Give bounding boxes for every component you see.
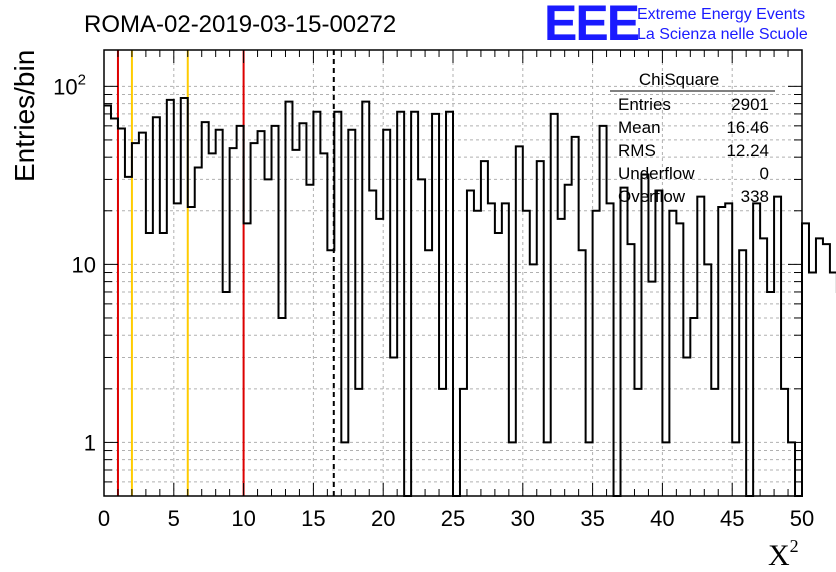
stats-row-label: Mean (618, 118, 661, 137)
stats-box: ChiSquare Entries 2901 Mean 16.46 RMS 12.24 Un… (610, 70, 775, 206)
y-axis-label: Entries/bin (9, 50, 40, 182)
x-tick-label: 35 (580, 506, 604, 531)
logo-tagline-2: La Scienza nelle Scuole (637, 26, 808, 43)
chart-title: ROMA-02-2019-03-15-00272 (84, 11, 396, 38)
x-tick-label: 20 (371, 506, 395, 531)
x-tick-label: 40 (650, 506, 674, 531)
logo-tagline-1: Extreme Energy Events (637, 6, 805, 23)
x-axis-label-superscript: 2 (790, 536, 799, 556)
stats-row-label: RMS (618, 141, 656, 160)
eee-logo-text: EEE (544, 0, 639, 51)
x-tick-label: 25 (441, 506, 465, 531)
stats-row-value: 12.24 (726, 141, 769, 160)
histogram-bars (104, 97, 836, 497)
stats-row-label: Overflow (618, 187, 686, 206)
stats-rows: Entries 2901 Mean 16.46 RMS 12.24 Underflow 0 Ov… (618, 95, 769, 206)
stats-row-label: Entries (618, 95, 671, 114)
x-tick-label: 0 (98, 506, 110, 531)
x-tick-label: 30 (511, 506, 535, 531)
x-axis-label: Χ2 (768, 536, 799, 572)
stats-row-value: 2901 (731, 95, 769, 114)
stats-title: ChiSquare (639, 70, 719, 89)
stats-row-value: 16.46 (726, 118, 769, 137)
x-tick-label: 50 (790, 506, 814, 531)
x-tick-label: 45 (720, 506, 744, 531)
eee-logo: EEE Extreme Energy Events La Scienza nel… (544, 0, 808, 51)
y-tick-label-exponent: 2 (78, 71, 86, 88)
stats-row-label: Underflow (618, 164, 695, 183)
y-tick-label: 1 (84, 430, 96, 455)
x-tick-label: 15 (301, 506, 325, 531)
x-tick-label: 10 (231, 506, 255, 531)
x-axis-label-base: Χ (768, 539, 790, 572)
y-tick-label: 10 (72, 252, 96, 277)
y-tick-label: 102 (53, 71, 86, 99)
histogram-outline (104, 97, 836, 497)
x-tick-label: 5 (168, 506, 180, 531)
stats-row-value: 0 (760, 164, 769, 183)
y-tick-label-base: 10 (53, 74, 77, 99)
stats-row-value: 338 (741, 187, 769, 206)
